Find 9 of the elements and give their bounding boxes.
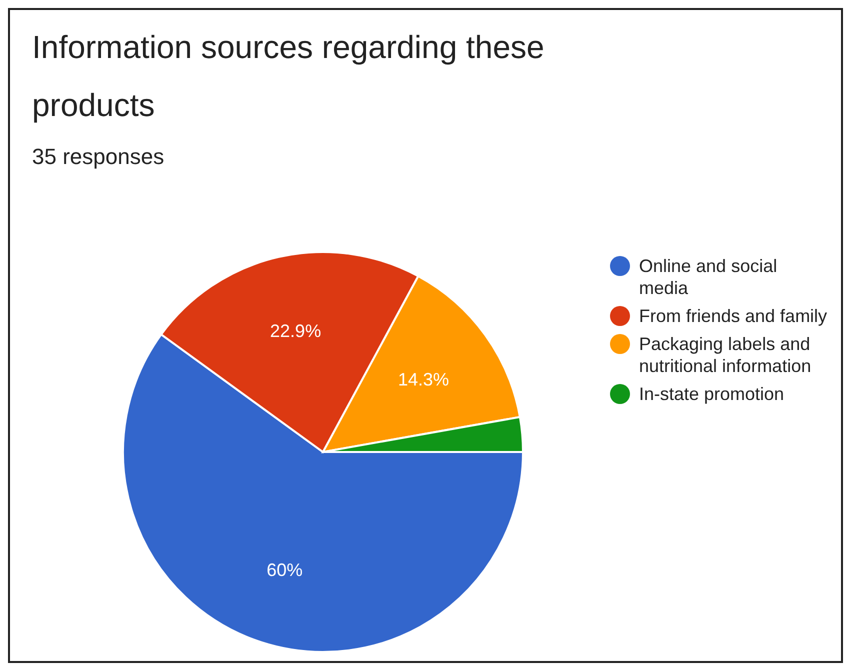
chart-title: Information sources regarding these products xyxy=(32,28,546,125)
legend-label: In-state promotion xyxy=(639,383,784,405)
data-label: 14.3% xyxy=(398,369,450,390)
legend-label: Online and social media xyxy=(639,255,778,299)
data-label: 60% xyxy=(266,560,303,580)
chart-subtitle: 35 responses xyxy=(32,144,164,170)
legend-label: Packaging labels and nutritional information xyxy=(639,333,812,377)
data-label: 22.9% xyxy=(270,321,322,342)
legend-label: From friends and family xyxy=(639,305,828,327)
